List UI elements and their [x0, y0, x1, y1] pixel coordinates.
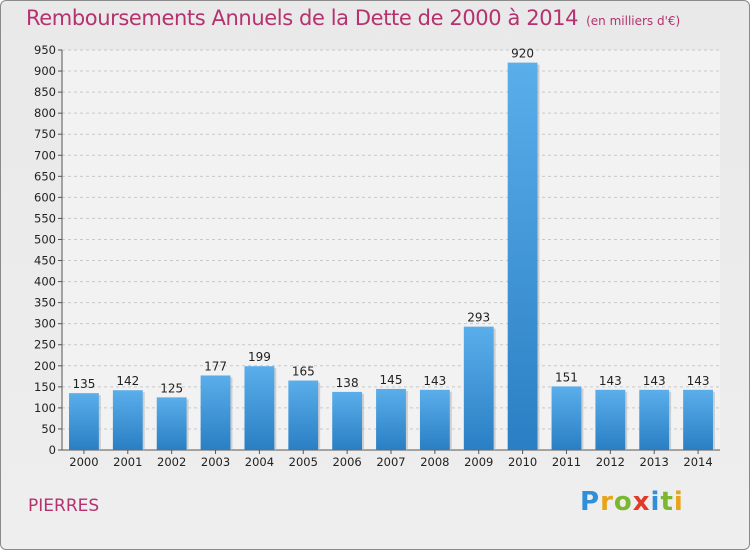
bar-2007 [376, 388, 406, 450]
data-label-2002: 125 [160, 381, 183, 395]
data-label-2001: 142 [116, 374, 139, 388]
logo-letter: r [600, 487, 614, 517]
y-tick-label: 900 [34, 64, 56, 78]
x-tick-label-2003: 2003 [201, 455, 230, 469]
location-label: PIERRES [28, 496, 100, 516]
chart-title-text: Remboursements Annuels de la Dette de 20… [26, 6, 579, 30]
x-tick-label-2000: 2000 [69, 455, 98, 469]
bar-2004 [244, 366, 275, 450]
y-tick-label: 0 [49, 443, 56, 457]
chart-title: Remboursements Annuels de la Dette de 20… [26, 6, 680, 30]
x-tick-label-2014: 2014 [683, 455, 712, 469]
y-tick-label: 950 [34, 43, 56, 57]
y-tick-label: 600 [34, 190, 56, 204]
x-tick-label-2013: 2013 [640, 455, 669, 469]
bar-2003 [200, 375, 231, 450]
bar-2012 [595, 389, 626, 450]
logo-letter: x [632, 487, 651, 517]
plot-area [62, 50, 720, 450]
data-label-2007: 145 [380, 373, 403, 387]
y-tick-label: 50 [41, 422, 56, 436]
data-label-2012: 143 [599, 374, 622, 388]
x-tick-label-2004: 2004 [245, 455, 274, 469]
logo-letter: t [660, 487, 674, 517]
y-tick-label: 500 [34, 232, 56, 246]
logo-letter: P [580, 487, 601, 517]
y-tick-label: 650 [34, 169, 56, 183]
bar-2006 [332, 391, 363, 450]
y-tick-label: 350 [34, 296, 56, 310]
data-label-2010: 920 [511, 47, 534, 61]
x-tick-label-2010: 2010 [508, 455, 537, 469]
x-tick-label-2001: 2001 [113, 455, 142, 469]
data-label-2005: 165 [292, 365, 315, 379]
y-tick-label: 150 [34, 380, 56, 394]
data-label-2011: 151 [555, 370, 578, 384]
data-label-2006: 138 [336, 376, 359, 390]
y-tick-label: 800 [34, 106, 56, 120]
data-label-2004: 199 [248, 350, 271, 364]
bar-2001 [112, 390, 143, 450]
data-label-2000: 135 [72, 377, 95, 391]
y-tick-label: 250 [34, 338, 56, 352]
x-tick-label-2005: 2005 [289, 455, 318, 469]
brand-logo: Proxiti [580, 487, 684, 517]
logo-letter: i [650, 487, 661, 517]
y-tick-label: 450 [34, 254, 56, 268]
bar-2000 [69, 393, 99, 450]
data-label-2013: 143 [643, 374, 666, 388]
y-tick-label: 750 [34, 127, 56, 141]
x-tick-label-2009: 2009 [464, 455, 493, 469]
bar-2002 [156, 397, 187, 450]
bar-2013 [639, 389, 670, 450]
y-tick-label: 100 [34, 401, 56, 415]
chart-subtitle: (en milliers d'€) [586, 14, 681, 28]
x-tick-label-2007: 2007 [376, 455, 405, 469]
bar-2011 [551, 386, 582, 450]
data-label-2014: 143 [687, 374, 710, 388]
x-tick-label-2002: 2002 [157, 455, 186, 469]
x-tick-label-2006: 2006 [332, 455, 361, 469]
y-tick-label: 850 [34, 85, 56, 99]
y-tick-label: 400 [34, 275, 56, 289]
x-tick-label-2012: 2012 [596, 455, 625, 469]
logo-letter: o [613, 487, 633, 517]
bar-2008 [419, 389, 450, 450]
data-label-2009: 293 [467, 311, 490, 325]
y-tick-label: 300 [34, 317, 56, 331]
bar-2009 [463, 326, 494, 450]
y-tick-label: 200 [34, 359, 56, 373]
x-tick-label-2011: 2011 [552, 455, 581, 469]
logo-letter: i [673, 487, 684, 517]
bar-2010 [507, 62, 538, 450]
data-label-2003: 177 [204, 359, 227, 373]
y-tick-label: 550 [34, 211, 56, 225]
bar-2014 [683, 389, 713, 450]
data-label-2008: 143 [423, 374, 446, 388]
bar-2005 [288, 380, 319, 450]
x-tick-label-2008: 2008 [420, 455, 449, 469]
y-tick-label: 700 [34, 148, 56, 162]
